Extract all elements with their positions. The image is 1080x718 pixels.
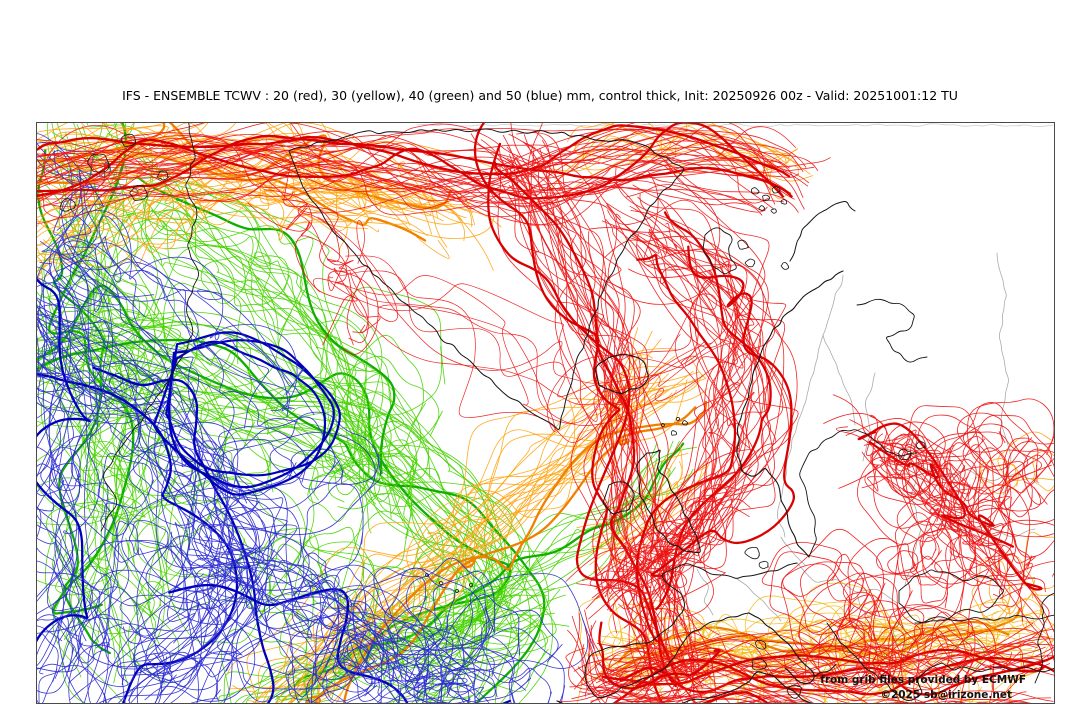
map-frame: from grib files provided by ECMWF ©2025 …	[36, 122, 1055, 704]
chart-title: IFS - ENSEMBLE TCWV : 20 (red), 30 (yell…	[122, 88, 958, 103]
map-canvas	[37, 123, 1054, 703]
spaghetti-group	[37, 123, 1054, 703]
attribution-provider: from grib files provided by ECMWF	[820, 674, 1026, 686]
coastlines-group	[59, 123, 1054, 703]
attribution-copyright: ©2025 sb@irizone.net	[880, 689, 1012, 701]
